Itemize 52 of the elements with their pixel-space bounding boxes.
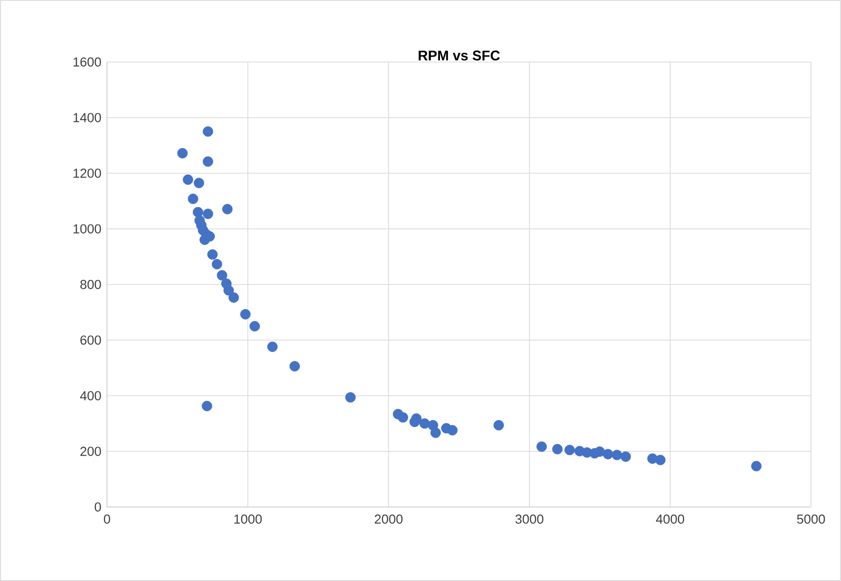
point <box>552 444 563 454</box>
x-tick-label: 0 <box>104 514 110 524</box>
point <box>216 270 228 281</box>
y-tick-label: 1600 <box>74 57 101 67</box>
point <box>447 425 458 436</box>
y-tick-label: 600 <box>80 336 101 345</box>
point <box>655 454 666 466</box>
point <box>564 444 575 456</box>
point <box>192 206 204 218</box>
chart-title: RPM vs SFC <box>418 50 500 60</box>
x-tick-label: 2000 <box>374 514 403 524</box>
point <box>398 412 408 423</box>
point <box>194 178 204 188</box>
y-tick-label: 200 <box>80 446 101 456</box>
x-tick-label: 1000 <box>234 514 262 524</box>
point <box>202 208 214 220</box>
y-tick-label: 1400 <box>74 113 101 122</box>
point <box>207 249 218 260</box>
point <box>200 234 210 245</box>
y-tick-label: 400 <box>80 391 101 400</box>
x-tick-label: 5000 <box>797 514 825 524</box>
point <box>594 446 605 457</box>
point <box>345 392 356 403</box>
y-tick-label: 1200 <box>74 168 101 178</box>
point <box>620 451 631 462</box>
x-tick-label: 3000 <box>515 514 544 524</box>
point <box>409 416 420 428</box>
point <box>536 441 547 452</box>
point <box>182 174 194 185</box>
point <box>430 428 441 438</box>
x-tick-label: 4000 <box>656 514 684 524</box>
point <box>223 285 234 296</box>
point <box>228 292 239 303</box>
point <box>612 450 622 460</box>
point <box>188 194 198 204</box>
y-tick-label: 0 <box>94 502 101 512</box>
point <box>289 361 300 372</box>
point <box>240 309 251 320</box>
point <box>202 156 214 167</box>
point <box>177 148 188 158</box>
point <box>202 126 214 137</box>
y-tick-label: 1000 <box>74 224 101 234</box>
point <box>222 204 233 214</box>
point <box>602 448 614 460</box>
point <box>419 418 430 429</box>
point <box>202 400 212 412</box>
point <box>751 460 762 472</box>
point <box>267 342 278 352</box>
point <box>494 420 504 430</box>
y-tick-label: 800 <box>80 280 101 290</box>
point <box>250 321 260 332</box>
point <box>212 258 222 270</box>
